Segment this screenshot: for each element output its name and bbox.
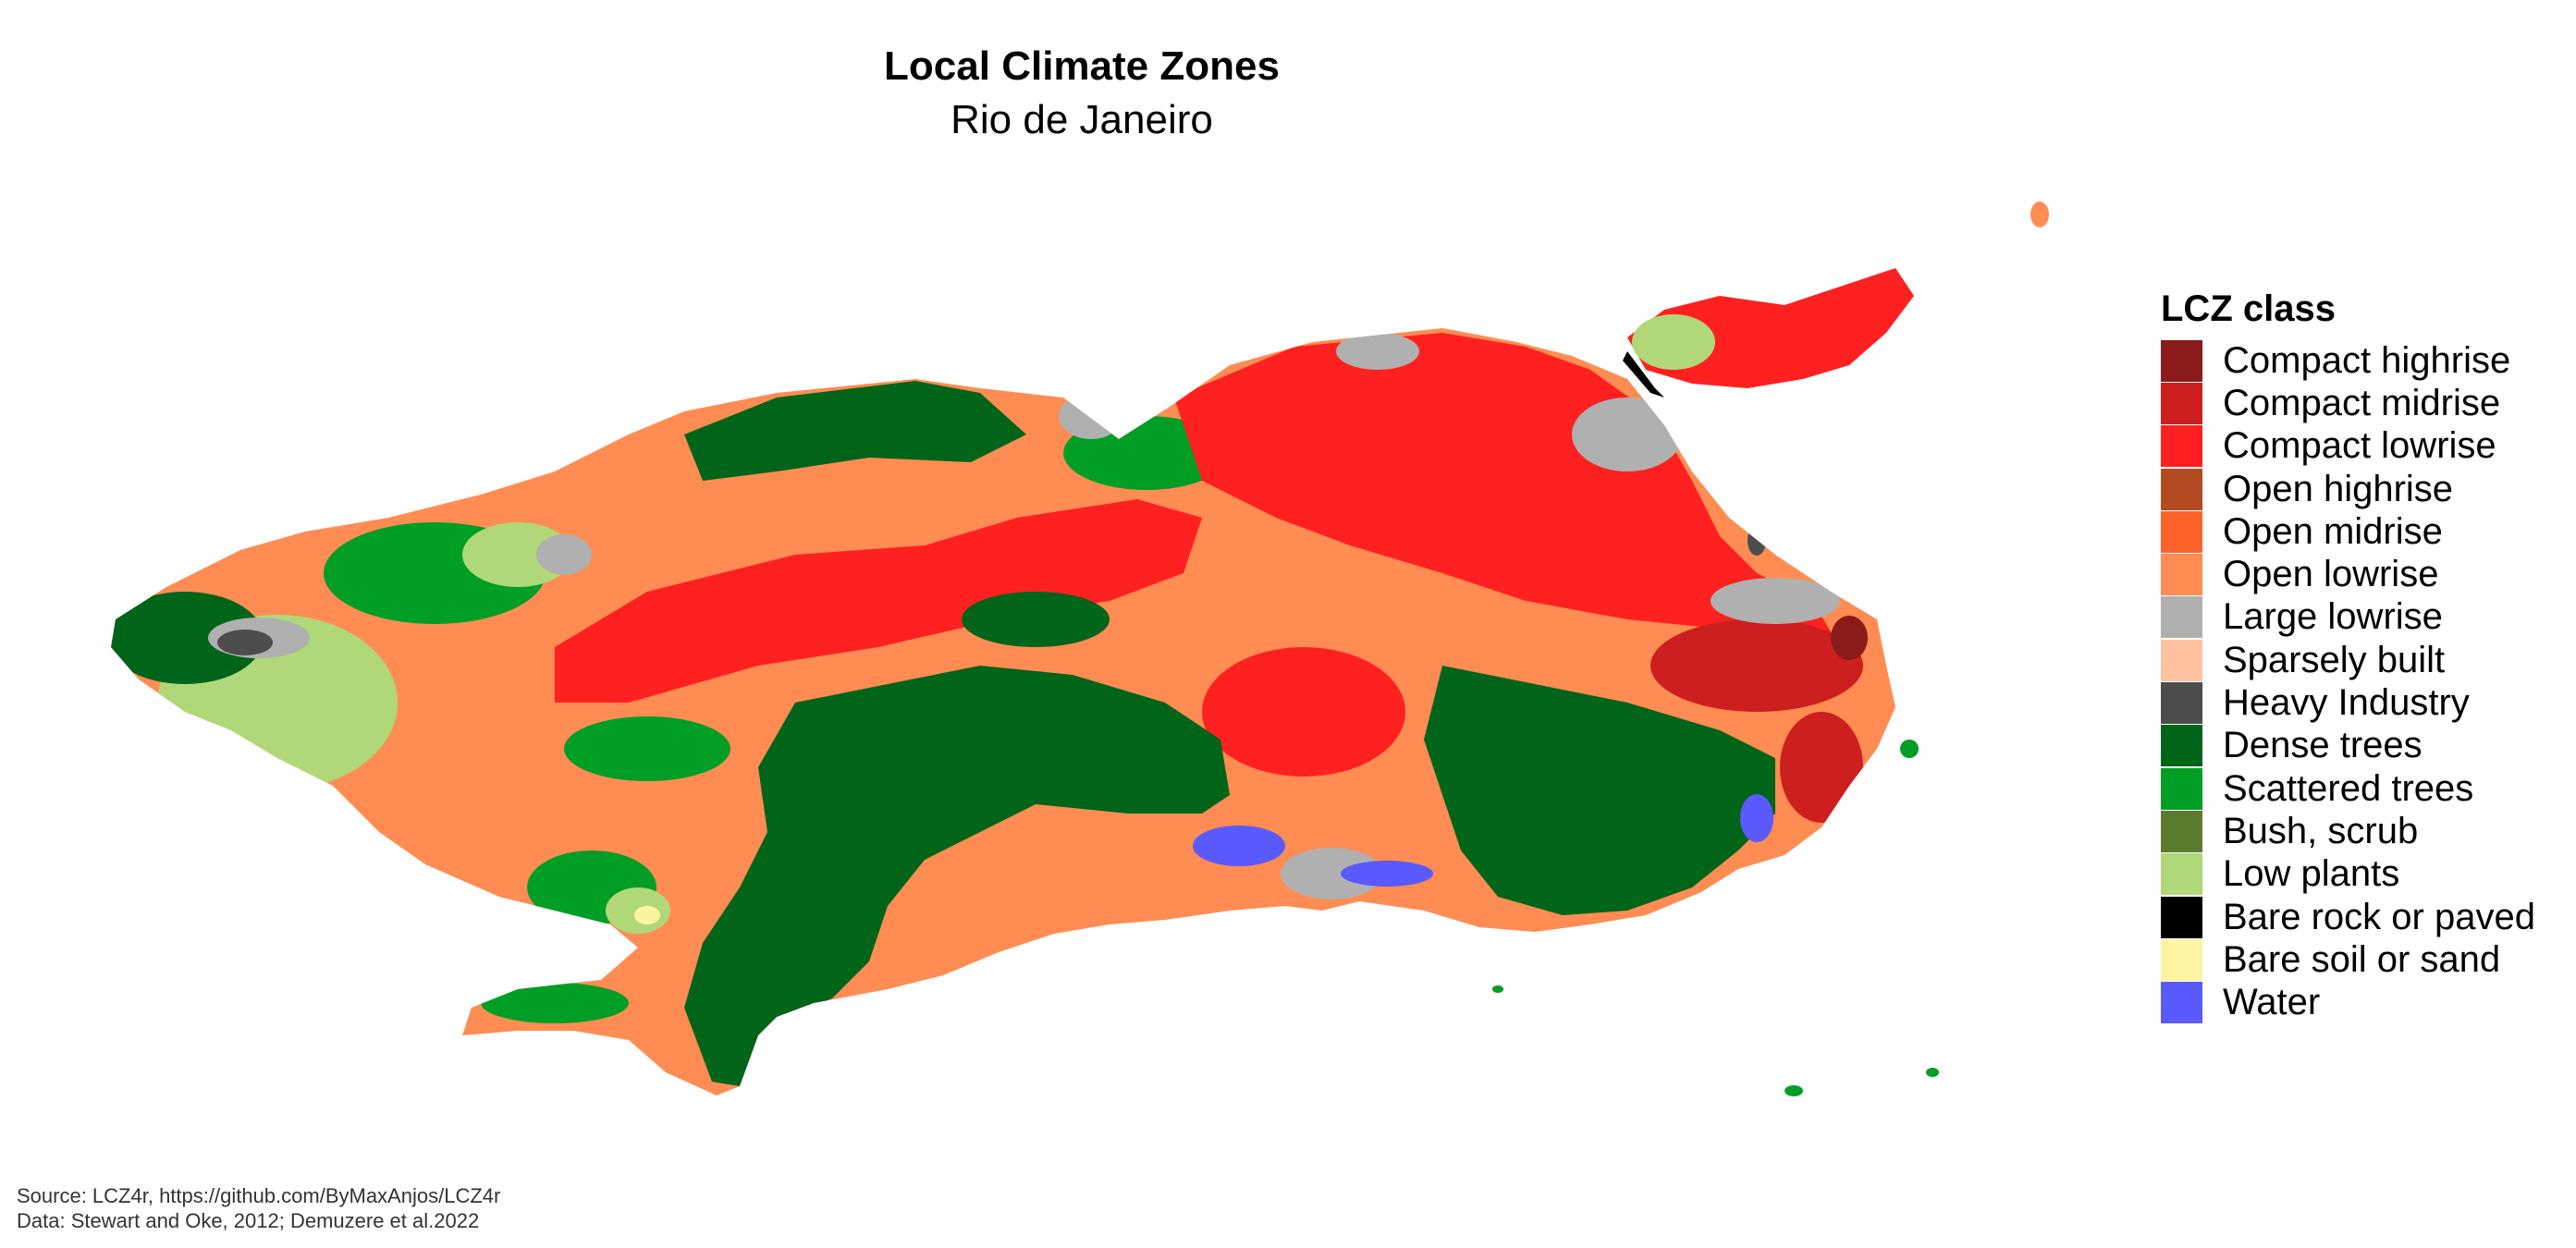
legend-swatch: [2161, 682, 2202, 725]
zone-scattered-trees-southwest: [481, 983, 629, 1023]
legend-label: Large lowrise: [2223, 596, 2443, 638]
legend-item: Heavy Industry: [2161, 681, 2535, 725]
legend-label: Compact midrise: [2223, 382, 2501, 423]
map-title: Local Climate Zones: [884, 43, 1280, 89]
legend-swatch: [2161, 510, 2202, 553]
zone-water-lagoon-3: [1740, 794, 1773, 842]
legend-item: Dense trees: [2161, 725, 2535, 767]
zone-dense-trees-north: [684, 381, 1026, 481]
zone-compact-midrise-east: [1650, 619, 1863, 712]
legend-label: Heavy Industry: [2223, 682, 2470, 724]
legend-item: Water: [2161, 981, 2535, 1024]
legend-item: Low plants: [2161, 853, 2535, 896]
legend-label: Open highrise: [2223, 468, 2454, 509]
zone-dense-trees-west: [111, 592, 264, 684]
legend-item: Scattered trees: [2161, 767, 2535, 810]
legend-swatch: [2161, 382, 2202, 424]
legend-label: Bare soil or sand: [2223, 938, 2501, 980]
island-east-small: [1900, 740, 1919, 758]
legend-label: Dense trees: [2223, 725, 2423, 766]
legend-swatch: [2161, 853, 2202, 896]
legend-swatch: [2161, 767, 2202, 810]
zone-water-lagoon-2: [1341, 861, 1433, 887]
legend-swatch: [2161, 554, 2202, 596]
map-subtitle: Rio de Janeiro: [951, 97, 1213, 142]
legend-swatch: [2161, 425, 2202, 468]
legend-swatch: [2161, 938, 2202, 981]
zone-compact-highrise-east: [1831, 616, 1868, 660]
legend-swatch: [2161, 810, 2202, 852]
zone-water-lagoon-1: [1193, 826, 1285, 866]
zone-large-lowrise-west2: [536, 534, 592, 575]
zone-dense-trees-east: [1424, 666, 1775, 915]
legend-label: Compact highrise: [2223, 339, 2511, 381]
legend-swatch: [2161, 468, 2202, 510]
legend-item: Large lowrise: [2161, 596, 2535, 639]
zone-large-lowrise-center: [1059, 393, 1123, 439]
legend-swatch: [2161, 896, 2202, 938]
zone-large-lowrise-north: [1336, 333, 1419, 370]
caption-data: Data: Stewart and Oke, 2012; Demuzere et…: [17, 1209, 480, 1232]
legend-swatch: [2161, 339, 2202, 382]
legend-item: Bare soil or sand: [2161, 938, 2535, 981]
legend-item: Sparsely built: [2161, 639, 2535, 681]
zone-scattered-trees-mid: [564, 716, 730, 781]
zone-large-lowrise-south: [1281, 848, 1382, 899]
zone-large-lowrise-northeast: [1572, 398, 1683, 471]
island-governador-rock: [1623, 351, 1664, 398]
legend-item: Compact midrise: [2161, 382, 2535, 424]
zone-large-lowrise-east: [1711, 578, 1840, 624]
legend-label: Bare rock or paved: [2223, 896, 2535, 937]
legend-title: LCZ class: [2161, 288, 2336, 329]
legend-swatch: [2161, 639, 2202, 681]
legend-item: Compact highrise: [2161, 339, 2535, 382]
caption: Source: LCZ4r, https://github.com/ByMaxA…: [17, 1183, 500, 1233]
legend-swatch: [2161, 596, 2202, 639]
zone-heavy-industry-east: [1748, 526, 1766, 556]
island-north-small: [2030, 202, 2049, 227]
zone-compact-midrise-southeast: [1780, 712, 1863, 823]
zone-dense-trees-central: [684, 666, 1230, 1086]
legend: LCZ class Compact highrise Compact midris…: [2161, 284, 2535, 1024]
island-south-1: [1785, 1085, 1803, 1096]
zone-compact-lowrise-west: [555, 499, 1202, 703]
legend-item: Open midrise: [2161, 510, 2535, 553]
legend-item: Open highrise: [2161, 468, 2535, 510]
legend-label: Water: [2223, 982, 2321, 1023]
legend-swatch: [2161, 725, 2202, 767]
zone-bare-soil-southwest: [634, 906, 660, 924]
legend-item: Bush, scrub: [2161, 810, 2535, 852]
map-zones: [111, 333, 1868, 1086]
legend-label: Open lowrise: [2223, 554, 2439, 595]
legend-item: Open lowrise: [2161, 553, 2535, 596]
island-south-2: [1926, 1068, 1939, 1077]
legend-label: Low plants: [2223, 853, 2400, 895]
legend-label: Open midrise: [2223, 510, 2443, 552]
legend-swatch: [2161, 982, 2202, 1024]
zone-compact-lowrise-central: [1202, 647, 1405, 777]
legend-item: Compact lowrise: [2161, 425, 2535, 468]
legend-item: Bare rock or paved: [2161, 896, 2535, 938]
zone-low-plants-nw: [462, 522, 573, 587]
island-south-3: [1492, 985, 1503, 993]
zone-compact-lowrise-north: [1174, 333, 1840, 647]
caption-source: Source: LCZ4r, https://github.com/ByMaxA…: [17, 1184, 501, 1207]
island-governador-plants: [1632, 314, 1715, 370]
zone-heavy-industry-west: [217, 630, 273, 655]
map-islands: [1492, 202, 2049, 1096]
legend-label: Scattered trees: [2223, 767, 2474, 809]
legend-label: Bush, scrub: [2223, 810, 2419, 851]
legend-label: Compact lowrise: [2223, 425, 2496, 467]
legend-label: Sparsely built: [2223, 639, 2446, 680]
title-block: Local Climate Zones Rio de Janeiro: [0, 41, 2164, 148]
legend-items: Compact highrise Compact midrise Compact l…: [2161, 339, 2535, 1024]
zone-dense-trees-mid: [962, 592, 1110, 647]
